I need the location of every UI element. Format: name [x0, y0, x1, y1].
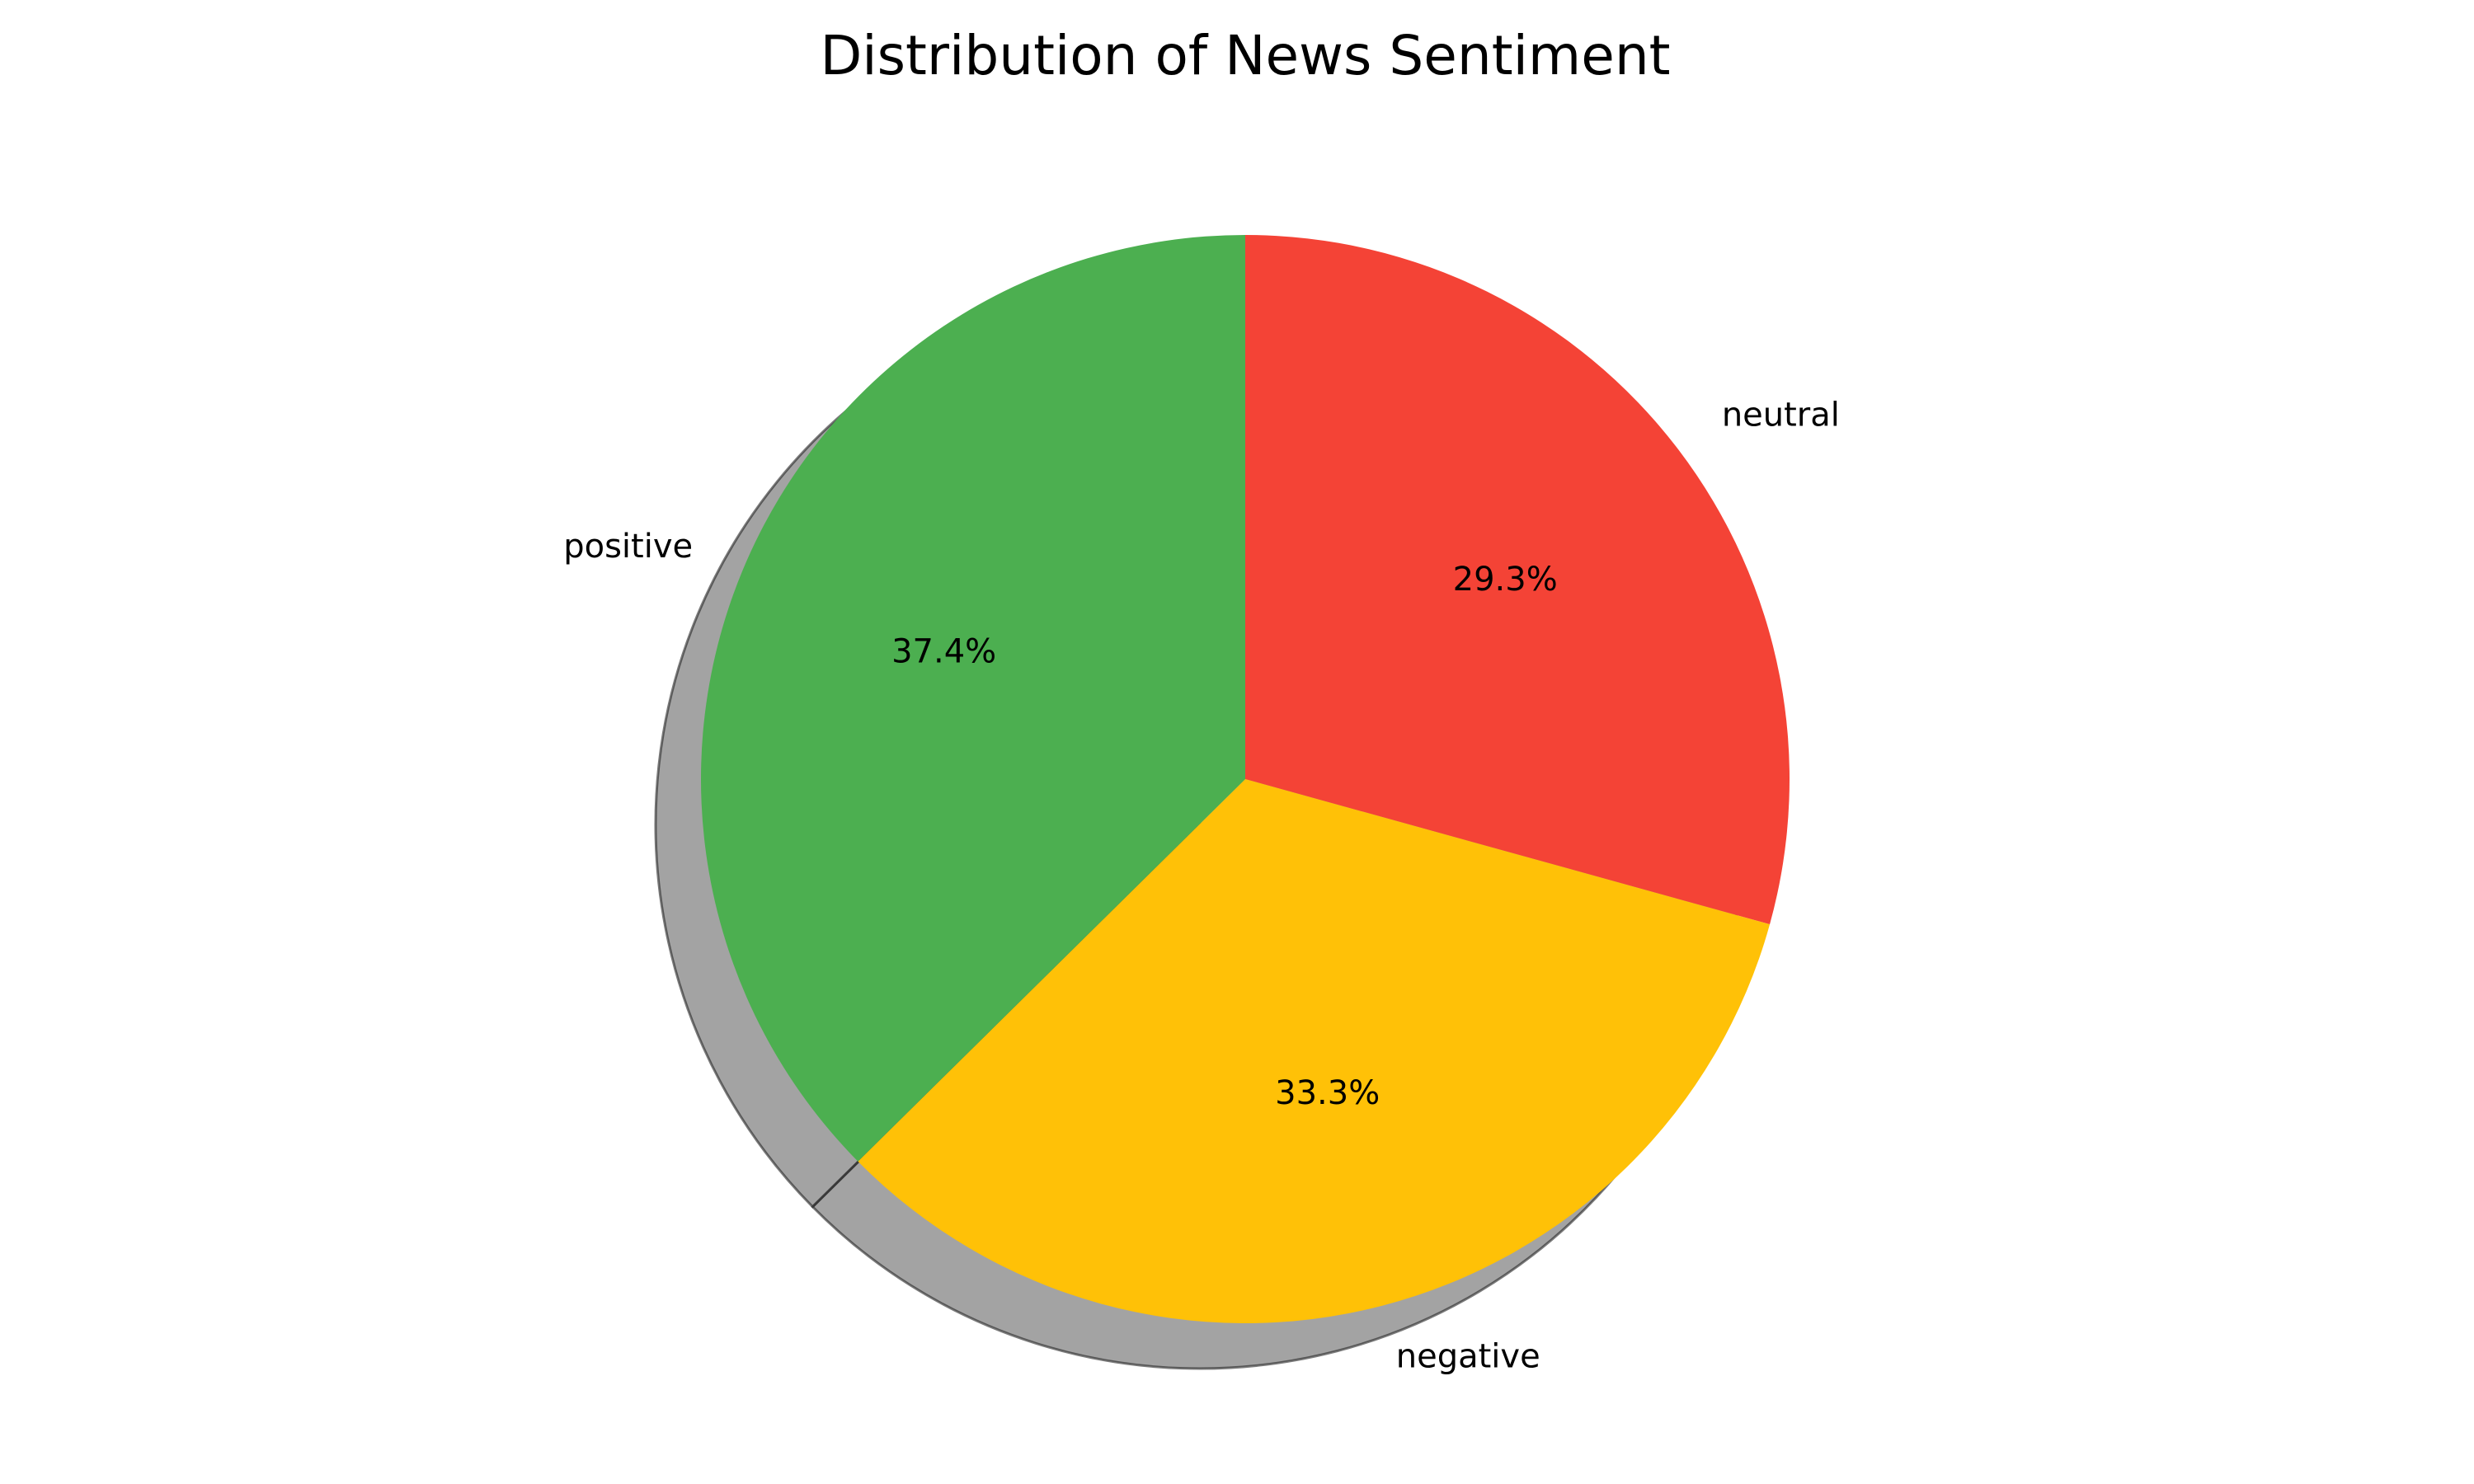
slice-percent-neutral: 29.3%	[1453, 561, 1558, 599]
chart-title: Distribution of News Sentiment	[820, 24, 1670, 87]
pie-slice-neutral	[1245, 235, 1790, 925]
slice-label-negative: negative	[1396, 1338, 1540, 1376]
pie-slices	[701, 235, 1790, 1323]
pie-labels: neutral 29.3% negative 33.3% positive 37.4%	[563, 396, 1840, 1375]
pie-slice-positive	[701, 235, 1245, 1162]
slice-percent-negative: 33.3%	[1275, 1074, 1380, 1112]
slice-percent-positive: 37.4%	[891, 632, 996, 670]
slice-label-neutral: neutral	[1722, 396, 1840, 434]
slice-label-positive: positive	[563, 528, 693, 566]
pie-slice-negative	[858, 779, 1771, 1323]
